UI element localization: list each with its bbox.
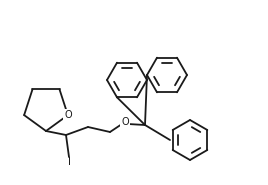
Text: I: I (68, 157, 70, 167)
Text: O: O (121, 117, 129, 127)
Text: O: O (121, 117, 129, 127)
Text: O: O (64, 110, 72, 120)
Text: O: O (64, 110, 72, 120)
